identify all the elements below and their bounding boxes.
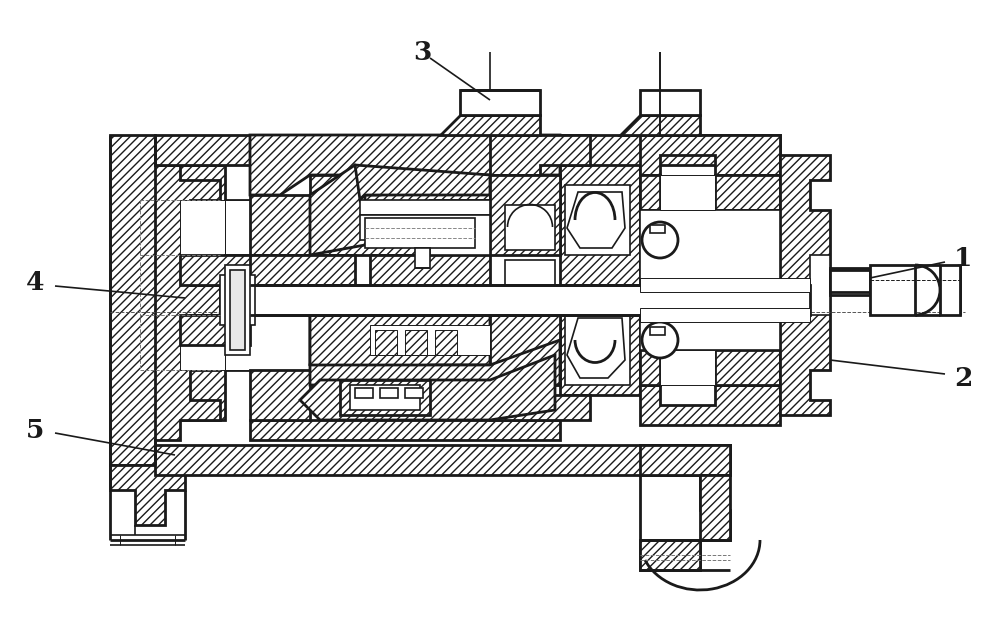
Polygon shape xyxy=(180,255,250,285)
Polygon shape xyxy=(640,210,780,350)
Polygon shape xyxy=(360,200,490,215)
Polygon shape xyxy=(830,268,870,295)
Text: 5: 5 xyxy=(26,417,44,443)
Polygon shape xyxy=(565,305,630,385)
Bar xyxy=(230,270,245,350)
Polygon shape xyxy=(310,175,490,255)
Polygon shape xyxy=(640,385,780,425)
Polygon shape xyxy=(310,315,490,380)
Text: 4: 4 xyxy=(26,270,44,296)
Polygon shape xyxy=(567,192,625,248)
Bar xyxy=(650,225,665,233)
Polygon shape xyxy=(567,318,625,378)
Polygon shape xyxy=(435,330,457,355)
Polygon shape xyxy=(460,90,540,115)
Polygon shape xyxy=(700,475,730,540)
Polygon shape xyxy=(355,165,490,200)
Polygon shape xyxy=(350,385,420,410)
Polygon shape xyxy=(830,270,870,292)
Polygon shape xyxy=(640,90,700,115)
Polygon shape xyxy=(250,285,810,315)
Polygon shape xyxy=(640,175,660,210)
Polygon shape xyxy=(640,540,700,570)
Bar xyxy=(365,218,475,248)
Polygon shape xyxy=(660,175,715,210)
Circle shape xyxy=(642,222,678,258)
Polygon shape xyxy=(360,215,490,255)
Polygon shape xyxy=(310,315,490,365)
Polygon shape xyxy=(250,195,310,255)
Polygon shape xyxy=(640,308,810,322)
Polygon shape xyxy=(560,155,640,395)
Bar xyxy=(650,327,665,335)
Bar xyxy=(405,388,423,398)
Polygon shape xyxy=(180,315,225,370)
Polygon shape xyxy=(640,135,780,175)
Polygon shape xyxy=(405,330,427,355)
Polygon shape xyxy=(300,355,555,420)
Polygon shape xyxy=(490,135,590,175)
Polygon shape xyxy=(780,155,830,415)
Polygon shape xyxy=(225,255,355,285)
Polygon shape xyxy=(715,350,780,385)
Polygon shape xyxy=(810,255,830,315)
Polygon shape xyxy=(250,420,560,440)
Text: 1: 1 xyxy=(954,246,972,270)
Polygon shape xyxy=(505,260,555,310)
Polygon shape xyxy=(340,380,430,415)
Polygon shape xyxy=(180,315,250,345)
Polygon shape xyxy=(640,445,730,475)
Polygon shape xyxy=(505,205,555,250)
Polygon shape xyxy=(440,115,540,135)
Polygon shape xyxy=(490,385,590,420)
Polygon shape xyxy=(355,360,490,395)
Polygon shape xyxy=(490,315,560,385)
Polygon shape xyxy=(250,135,560,195)
Polygon shape xyxy=(940,265,960,315)
Polygon shape xyxy=(640,350,660,385)
Bar xyxy=(355,388,373,398)
Polygon shape xyxy=(640,278,810,292)
Bar xyxy=(380,388,398,398)
Polygon shape xyxy=(715,175,780,210)
Polygon shape xyxy=(155,135,780,165)
Polygon shape xyxy=(155,165,250,420)
Polygon shape xyxy=(620,115,700,135)
Polygon shape xyxy=(225,200,355,255)
Polygon shape xyxy=(375,330,397,355)
Polygon shape xyxy=(225,285,355,315)
Polygon shape xyxy=(565,185,630,255)
Polygon shape xyxy=(225,315,355,370)
Polygon shape xyxy=(110,135,220,465)
Polygon shape xyxy=(220,275,255,325)
Polygon shape xyxy=(310,340,560,385)
Polygon shape xyxy=(180,200,225,255)
Bar xyxy=(225,265,250,355)
Polygon shape xyxy=(310,315,380,395)
Polygon shape xyxy=(870,265,915,315)
Polygon shape xyxy=(660,350,715,385)
Polygon shape xyxy=(370,255,490,315)
Polygon shape xyxy=(155,445,730,475)
Polygon shape xyxy=(310,165,380,255)
Text: 3: 3 xyxy=(413,40,431,64)
Bar xyxy=(415,248,430,268)
Polygon shape xyxy=(370,325,490,355)
Polygon shape xyxy=(250,370,310,420)
Circle shape xyxy=(642,322,678,358)
Text: 2: 2 xyxy=(954,366,972,391)
Polygon shape xyxy=(110,465,185,525)
Polygon shape xyxy=(490,175,560,255)
Polygon shape xyxy=(640,445,730,570)
